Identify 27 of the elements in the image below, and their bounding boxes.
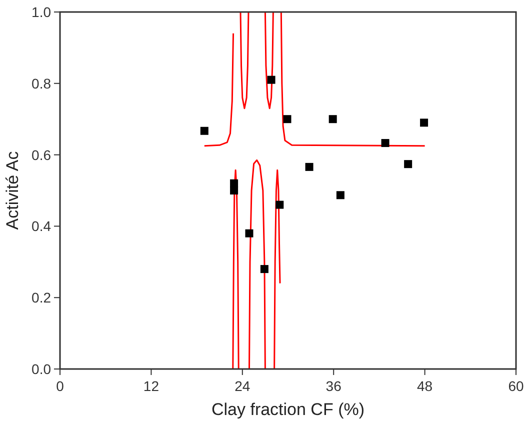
x-tick-label: 24 xyxy=(234,378,250,394)
x-tick-label: 12 xyxy=(143,378,160,394)
y-tick-label: 0.4 xyxy=(32,218,52,234)
point xyxy=(260,265,268,274)
y-axis-title: Activité Ac xyxy=(3,150,22,230)
y-tick-label: 0.8 xyxy=(32,75,52,92)
x-axis-title: Clay fraction CF (%) xyxy=(211,400,365,419)
point xyxy=(267,76,276,84)
point xyxy=(404,160,412,168)
point xyxy=(245,229,254,238)
x-tick-label: 60 xyxy=(508,378,524,394)
x-tick-label: 36 xyxy=(326,378,342,394)
point xyxy=(381,139,390,148)
y-tick-label: 0.6 xyxy=(32,146,52,163)
x-tick-label: 48 xyxy=(417,378,433,394)
point xyxy=(283,115,292,124)
point xyxy=(305,162,314,171)
point xyxy=(328,115,337,124)
point xyxy=(336,191,344,200)
point xyxy=(276,200,284,209)
point xyxy=(420,118,428,127)
y-tick-label: 1.0 xyxy=(32,4,52,20)
y-tick-label: 0.0 xyxy=(32,361,52,377)
point xyxy=(230,186,238,194)
point xyxy=(200,126,208,135)
y-tick-label: 0.2 xyxy=(32,290,52,306)
x-tick-label: 0 xyxy=(56,378,64,394)
